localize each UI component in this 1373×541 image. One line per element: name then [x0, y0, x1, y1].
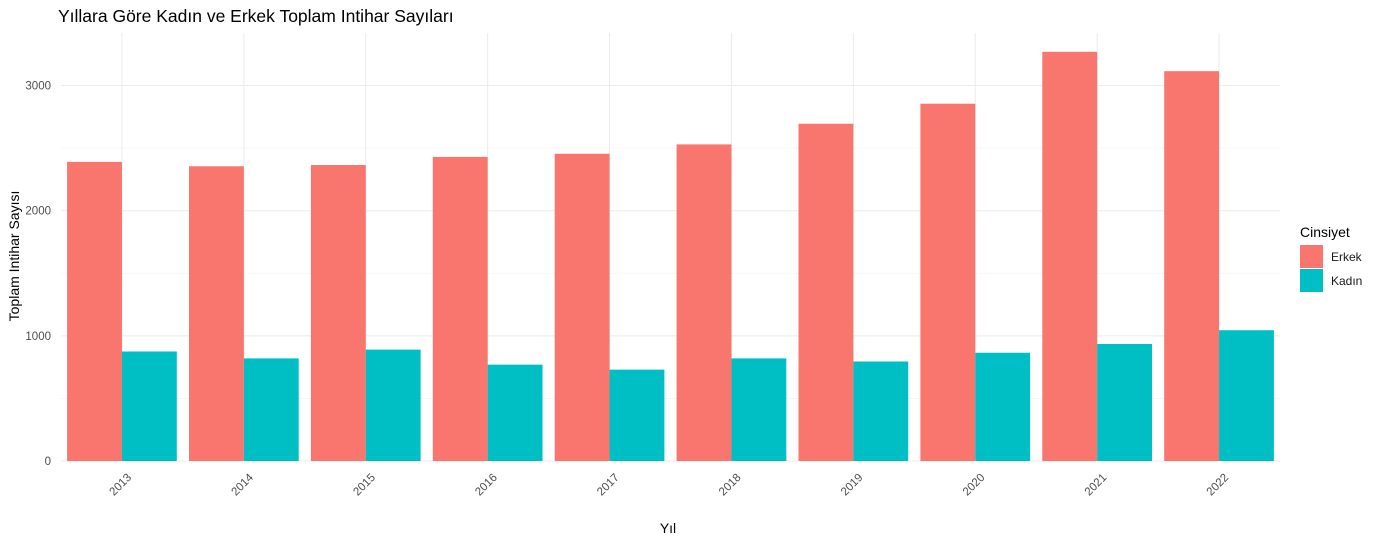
bar-kadın-2021 [1097, 343, 1153, 461]
x-axis-title: Yıl [660, 520, 676, 536]
bar-kadın-2022 [1219, 330, 1274, 461]
y-tick-label: 1000 [25, 331, 51, 343]
x-tick-label: 2015 [351, 472, 378, 499]
y-tick-label: 2000 [25, 206, 51, 218]
bar-kadın-2016 [487, 364, 543, 461]
bar-erkek-2017 [554, 153, 610, 461]
x-tick-label: 2020 [961, 472, 988, 499]
bar-erkek-2022 [1164, 71, 1220, 462]
legend-title: Cinsiyet [1300, 224, 1350, 240]
bar-kadın-2020 [975, 352, 1031, 461]
bar-erkek-2021 [1042, 51, 1098, 461]
y-axis-title: Toplam Intihar Sayısı [6, 191, 22, 322]
legend-label: Kadın [1331, 274, 1362, 288]
x-tick-label: 2014 [229, 471, 256, 498]
x-tick-label: 2019 [839, 472, 866, 499]
legend-key-erkek [1300, 245, 1323, 268]
bar-erkek-2014 [188, 166, 244, 461]
bar-kadın-2018 [731, 358, 787, 461]
legend-key-kadın [1300, 269, 1323, 292]
legend-label: Erkek [1331, 250, 1363, 264]
y-axis-ticks: 0 1000 2000 3000 [25, 81, 51, 468]
legend: Cinsiyet Erkek Kadın [1300, 224, 1363, 292]
x-tick-label: 2022 [1205, 472, 1232, 499]
bar-kadın-2014 [243, 358, 299, 461]
bar-erkek-2016 [432, 156, 488, 462]
x-tick-label: 2021 [1083, 472, 1110, 499]
bar-kadın-2013 [121, 351, 177, 461]
y-tick-label: 3000 [25, 81, 51, 93]
bar-erkek-2018 [676, 144, 732, 461]
x-tick-label: 2016 [473, 472, 500, 499]
bar-erkek-2013 [67, 161, 122, 462]
x-axis-ticks: 2013 2014 2015 2016 2017 2018 2019 2020 2021 2022 [108, 471, 1232, 498]
bars [67, 51, 1274, 462]
x-tick-label: 2013 [108, 472, 135, 499]
bar-erkek-2019 [798, 123, 854, 462]
bar-kadın-2015 [365, 349, 421, 461]
bar-kadın-2017 [609, 369, 665, 461]
bar-kadın-2019 [853, 361, 909, 461]
bar-erkek-2020 [920, 103, 976, 461]
bar-erkek-2015 [310, 165, 366, 461]
y-tick-label: 0 [45, 456, 51, 468]
x-tick-label: 2018 [717, 472, 744, 499]
chart-title: Yıllara Göre Kadın ve Erkek Toplam Intih… [58, 6, 454, 26]
x-tick-label: 2017 [595, 472, 622, 499]
